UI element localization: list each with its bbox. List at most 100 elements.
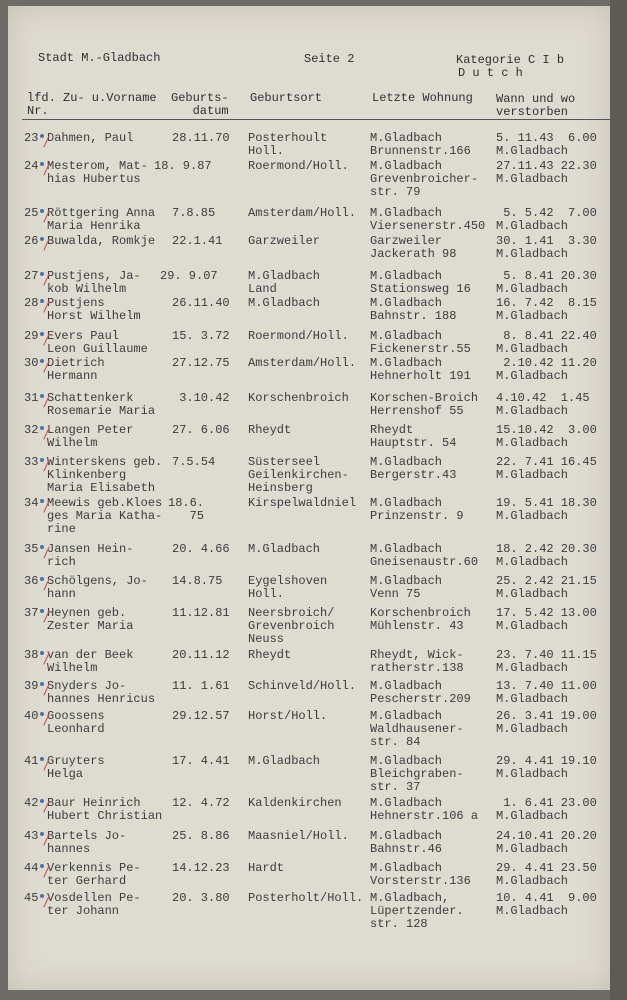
record-death: 17. 5.42 13.00 M.Gladbach — [496, 606, 597, 633]
blue-mark-icon — [40, 332, 44, 336]
record-birthplace: Kirspelwaldniel — [248, 496, 357, 510]
record-name: Pustjens, Ja- kob Wilhelm — [47, 269, 141, 296]
record-last-address: M.Gladbach Hehnerholt 191 — [370, 356, 471, 383]
col-header-nr: lfd. Nr. — [27, 91, 56, 118]
record-birthplace: M.Gladbach Land — [248, 269, 321, 296]
record-birthplace: M.Gladbach — [248, 542, 321, 556]
record-birthdate: 18. 9.87 — [154, 159, 212, 173]
blue-mark-icon — [40, 832, 44, 836]
record-number: 39 — [24, 679, 39, 693]
record-last-address: M.Gladbach Bahnstr. 188 — [370, 296, 457, 323]
record-name: Mesterom, Mat- hias Hubertus — [47, 159, 148, 186]
record-death: 1. 6.41 23.00 M.Gladbach — [496, 796, 597, 823]
record-birthdate: 15. 3.72 — [172, 329, 230, 343]
blue-mark-icon — [40, 712, 44, 716]
record-last-address: M.Gladbach Fickenerstr.55 — [370, 329, 471, 356]
record-name: Goossens Leonhard — [47, 709, 105, 736]
record-name: Jansen Hein- rich — [47, 542, 134, 569]
record-death: 15.10.42 3.00 M.Gladbach — [496, 423, 597, 450]
record-death: 29. 4.41 23.50 M.Gladbach — [496, 861, 597, 888]
record-number: 31 — [24, 391, 39, 405]
record-birthplace: Amsterdam/Holl. — [248, 206, 357, 220]
page-number: Seite 2 — [304, 52, 355, 66]
record-name: Dietrich Hermann — [47, 356, 105, 383]
record-number: 36 — [24, 574, 39, 588]
record-birthplace: Posterholt/Holl. — [248, 891, 364, 905]
record-name: Heynen geb. Zester Maria — [47, 606, 134, 633]
record-birthplace: Kaldenkirchen — [248, 796, 342, 810]
col-header-birthdate: Geburts- datum — [171, 91, 229, 118]
record-birthplace: Korschenbroich — [248, 391, 349, 405]
record-birthdate: 25. 8.86 — [172, 829, 230, 843]
record-death: 4.10.42 1.45 M.Gladbach — [496, 391, 590, 418]
record-birthplace: Maasniel/Holl. — [248, 829, 349, 843]
record-number: 45 — [24, 891, 39, 905]
blue-mark-icon — [40, 545, 44, 549]
blue-mark-icon — [40, 682, 44, 686]
record-birthdate: 18.6. 75 — [168, 496, 205, 523]
record-last-address: Korschenbroich Mühlenstr. 43 — [370, 606, 471, 633]
record-birthdate: 26.11.40 — [172, 296, 230, 310]
record-number: 40 — [24, 709, 39, 723]
record-death: 5. 8.41 20.30 M.Gladbach — [496, 269, 597, 296]
record-death: 16. 7.42 8.15 M.Gladbach — [496, 296, 597, 323]
record-death: 2.10.42 11.20 M.Gladbach — [496, 356, 597, 383]
record-last-address: Rheydt Hauptstr. 54 — [370, 423, 457, 450]
record-death: 27.11.43 22.30 M.Gladbach — [496, 159, 597, 186]
record-last-address: M.Gladbach Bergerstr.43 — [370, 455, 457, 482]
document-page — [8, 6, 612, 990]
record-birthdate: 20. 3.80 — [172, 891, 230, 905]
blue-mark-icon — [40, 651, 44, 655]
record-name: Verkennis Pe- ter Gerhard — [47, 861, 141, 888]
city-header: Stadt M.-Gladbach — [38, 51, 161, 65]
record-number: 23 — [24, 131, 39, 145]
record-name: Meewis geb.Kloes ges Maria Katha- rine — [47, 496, 163, 536]
record-birthplace: Posterhoult Holl. — [248, 131, 328, 158]
record-death: 10. 4.41 9.00 M.Gladbach — [496, 891, 597, 918]
record-number: 25 — [24, 206, 39, 220]
record-last-address: M.Gladbach Bleichgraben- str. 37 — [370, 754, 464, 794]
record-name: Röttgering Anna Maria Henrika — [47, 206, 156, 233]
record-name: Winterskens geb. Klinkenberg Maria Elisa… — [47, 455, 163, 495]
record-birthplace: M.Gladbach — [248, 754, 321, 768]
record-death: 22. 7.41 16.45 M.Gladbach — [496, 455, 597, 482]
record-birthdate: 20.11.12 — [172, 648, 230, 662]
record-death: 18. 2.42 20.30 M.Gladbach — [496, 542, 597, 569]
record-birthplace: Amsterdam/Holl. — [248, 356, 357, 370]
record-birthplace: Neersbroich/ Grevenbroich Neuss — [248, 606, 335, 646]
record-name: Schölgens, Jo- hann — [47, 574, 148, 601]
blue-mark-icon — [40, 272, 44, 276]
blue-mark-icon — [40, 757, 44, 761]
record-last-address: M.Gladbach, Lüpertzender. str. 128 — [370, 891, 464, 931]
record-birthdate: 28.11.70 — [172, 131, 230, 145]
blue-mark-icon — [40, 609, 44, 613]
blue-mark-icon — [40, 864, 44, 868]
record-death: 24.10.41 20.20 M.Gladbach — [496, 829, 597, 856]
record-last-address: M.Gladbach Stationsweg 16 — [370, 269, 471, 296]
record-number: 33 — [24, 455, 39, 469]
record-birthplace: Horst/Holl. — [248, 709, 328, 723]
record-last-address: M.Gladbach Prinzenstr. 9 — [370, 496, 464, 523]
record-name: Evers Paul Leon Guillaume — [47, 329, 148, 356]
record-name: Dahmen, Paul — [47, 131, 134, 145]
blue-mark-icon — [40, 426, 44, 430]
record-last-address: M.Gladbach Bahnstr.46 — [370, 829, 443, 856]
record-number: 28 — [24, 296, 39, 310]
record-last-address: Korschen-Broich Herrenshof 55 — [370, 391, 479, 418]
blue-mark-icon — [40, 577, 44, 581]
record-last-address: Rheydt, Wick- ratherstr.138 — [370, 648, 464, 675]
record-death: 23. 7.40 11.15 M.Gladbach — [496, 648, 597, 675]
record-name: Schattenkerk Rosemarie Maria — [47, 391, 156, 418]
record-birthdate: 3.10.42 — [172, 391, 230, 405]
blue-mark-icon — [40, 458, 44, 462]
blue-mark-icon — [40, 394, 44, 398]
record-birthplace: Rheydt — [248, 648, 292, 662]
record-birthplace: Süsterseel Geilenkirchen- Heinsberg — [248, 455, 349, 495]
record-number: 37 — [24, 606, 39, 620]
record-death: 26. 3.41 19.00 M.Gladbach — [496, 709, 597, 736]
record-number: 34 — [24, 496, 39, 510]
record-name: Buwalda, Romkje — [47, 234, 156, 248]
record-last-address: Garzweiler Jackerath 98 — [370, 234, 457, 261]
record-number: 30 — [24, 356, 39, 370]
record-birthplace: Roermond/Holl. — [248, 159, 349, 173]
